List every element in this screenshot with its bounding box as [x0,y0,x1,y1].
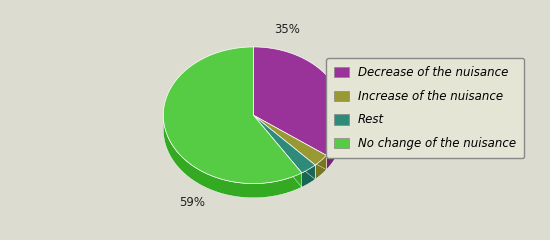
Polygon shape [254,115,326,170]
Polygon shape [254,115,315,173]
Text: 35%: 35% [274,23,300,36]
Polygon shape [254,115,315,179]
Polygon shape [254,115,326,165]
Text: 59%: 59% [179,196,205,209]
Polygon shape [302,165,315,187]
Polygon shape [315,156,326,179]
Text: 3%: 3% [346,104,365,117]
Polygon shape [254,47,344,156]
Polygon shape [163,47,302,184]
Legend: Decrease of the nuisance, Increase of the nuisance, Rest, No change of the nuisa: Decrease of the nuisance, Increase of th… [326,58,525,158]
Polygon shape [254,115,326,170]
Text: 3%: 3% [346,116,365,129]
Polygon shape [254,115,302,187]
Polygon shape [254,115,302,187]
Polygon shape [254,115,315,179]
Polygon shape [326,116,344,170]
Polygon shape [163,115,302,198]
